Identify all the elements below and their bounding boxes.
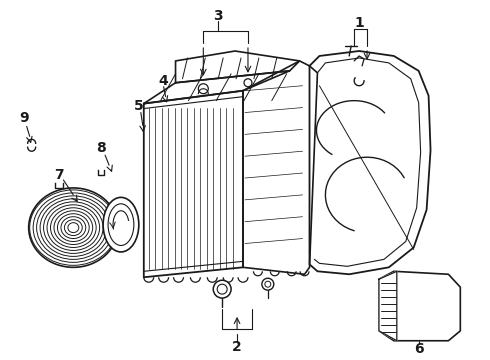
Polygon shape <box>175 51 299 83</box>
Circle shape <box>244 79 252 87</box>
Text: 8: 8 <box>96 141 106 155</box>
Text: 6: 6 <box>414 342 423 356</box>
Polygon shape <box>310 51 431 274</box>
Text: 2: 2 <box>232 340 242 354</box>
Circle shape <box>198 84 208 94</box>
Polygon shape <box>144 91 243 277</box>
Circle shape <box>213 280 231 298</box>
Polygon shape <box>144 71 290 104</box>
Text: 3: 3 <box>214 9 223 23</box>
Text: 9: 9 <box>19 112 28 126</box>
Polygon shape <box>243 61 318 274</box>
Text: 4: 4 <box>159 74 169 88</box>
Polygon shape <box>379 271 397 341</box>
Text: 7: 7 <box>53 168 63 182</box>
Ellipse shape <box>103 197 139 252</box>
Text: 5: 5 <box>134 99 144 113</box>
Circle shape <box>262 278 274 290</box>
Polygon shape <box>379 271 460 341</box>
Ellipse shape <box>26 185 121 270</box>
Text: 1: 1 <box>354 16 364 30</box>
